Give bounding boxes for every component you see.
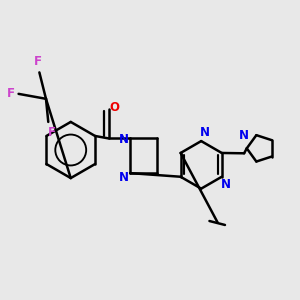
Text: N: N: [221, 178, 231, 191]
Text: O: O: [110, 100, 120, 114]
Text: F: F: [48, 126, 56, 139]
Text: N: N: [118, 172, 128, 184]
Text: F: F: [34, 56, 42, 68]
Text: N: N: [118, 133, 128, 146]
Text: N: N: [200, 126, 210, 140]
Text: F: F: [7, 87, 15, 101]
Text: N: N: [238, 129, 248, 142]
